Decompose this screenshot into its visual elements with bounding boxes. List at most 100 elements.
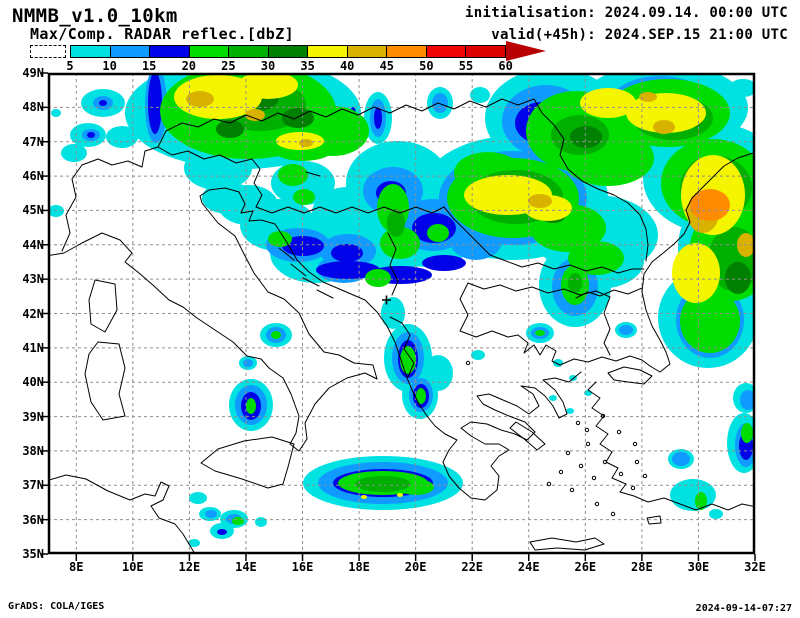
coastline xyxy=(443,206,645,274)
lon-label: 30E xyxy=(687,560,710,574)
product-title: Max/Comp. RADAR reflec.[dbZ] xyxy=(30,25,295,43)
init-time-label: initialisation: 2024.09.14. 00:00 UTC xyxy=(465,5,788,21)
colorbar-tick-label: 15 xyxy=(141,59,157,73)
colorbar-segment xyxy=(110,46,151,57)
island-mark xyxy=(575,420,581,426)
coastline xyxy=(418,371,582,501)
colorbar-tick-label: 25 xyxy=(221,59,236,73)
coastline xyxy=(157,98,535,148)
coastline xyxy=(61,164,83,252)
coastline xyxy=(278,247,334,299)
lon-label: 14E xyxy=(235,560,257,574)
lat-label: 37N xyxy=(22,478,44,493)
colorbar-tick-label: 20 xyxy=(181,59,197,73)
colorbar-tick-label: 10 xyxy=(102,59,117,73)
island-mark xyxy=(602,459,608,465)
colorbar-segment xyxy=(347,46,388,57)
island-mark xyxy=(465,360,471,366)
coastline xyxy=(459,282,519,338)
lon-label: 12E xyxy=(178,560,201,574)
island-mark xyxy=(634,459,640,465)
coastline xyxy=(529,537,605,551)
coastline xyxy=(587,381,755,511)
colorbar-tick-label: 40 xyxy=(339,59,355,73)
lat-label: 39N xyxy=(22,409,44,424)
coastline xyxy=(240,210,420,405)
coastline xyxy=(255,206,445,214)
coastline xyxy=(48,474,196,554)
island-mark xyxy=(594,501,600,507)
island-mark xyxy=(569,487,575,493)
valid-time-label: valid(+45h): 2024.SEP.15 21:00 UTC xyxy=(491,27,788,43)
coastline xyxy=(387,232,399,296)
lat-label: 38N xyxy=(22,443,44,458)
colorbar-segment xyxy=(387,46,427,57)
colorbar-segment xyxy=(229,46,269,57)
lon-label: 8E xyxy=(69,560,84,574)
colorbar-overflow-arrow xyxy=(506,41,546,61)
colorbar-underflow-box xyxy=(30,45,66,58)
colorbar-segment xyxy=(189,46,230,57)
colorbar-segment xyxy=(426,46,467,57)
lon-label: 28E xyxy=(631,560,653,574)
island-mark xyxy=(632,441,638,447)
island-mark xyxy=(591,475,597,481)
lat-label: 35N xyxy=(22,547,44,561)
lon-label: 22E xyxy=(461,560,484,574)
island-mark xyxy=(630,485,636,491)
colorbar-segment xyxy=(268,46,309,57)
lon-label: 24E xyxy=(517,560,540,574)
island-mark xyxy=(600,413,606,419)
island-mark xyxy=(610,511,616,517)
island-mark xyxy=(584,427,590,433)
colorbar-segment xyxy=(466,46,506,57)
coastline-layer xyxy=(48,98,755,554)
colorbar-segment xyxy=(150,46,190,57)
island-mark xyxy=(558,469,564,475)
grid-layer xyxy=(48,73,755,554)
coastline xyxy=(646,515,662,525)
colorbar-tick-label: 5 xyxy=(66,59,74,73)
island-mark xyxy=(618,471,624,477)
coastline xyxy=(517,334,561,366)
island-mark xyxy=(578,463,584,469)
lat-label: 46N xyxy=(22,169,44,184)
colorbar-tick-label: 30 xyxy=(260,59,276,73)
lat-label: 47N xyxy=(22,134,44,149)
lon-label: 16E xyxy=(291,560,314,574)
axis-ticks xyxy=(41,72,756,561)
island-mark xyxy=(616,429,622,435)
lon-label: 26E xyxy=(574,560,597,574)
colorbar-tick-label: 50 xyxy=(419,59,434,73)
colorbar-tick-label: 35 xyxy=(300,59,315,73)
map-frame xyxy=(47,72,756,555)
coastline xyxy=(559,355,651,367)
lat-label: 42N xyxy=(22,306,44,321)
coastline xyxy=(607,366,653,385)
plot-timestamp: 2024-09-14-07:27 xyxy=(695,603,792,614)
coastline xyxy=(575,287,643,356)
lon-label: 10E xyxy=(121,560,144,574)
lat-label: 49N xyxy=(22,66,44,80)
lon-label: 18E xyxy=(348,560,370,574)
coastline xyxy=(509,421,546,451)
lon-label: 20E xyxy=(404,560,427,574)
island-mark xyxy=(642,473,648,479)
coastline xyxy=(305,171,321,177)
colorbar-segment xyxy=(308,46,348,57)
coastline xyxy=(533,98,649,262)
coastline xyxy=(48,187,378,452)
colorbar-tick-label: 55 xyxy=(458,59,474,73)
lat-label: 41N xyxy=(22,340,44,355)
island-mark xyxy=(546,481,552,487)
coastline xyxy=(88,279,118,333)
coastline xyxy=(200,436,295,489)
lat-label: 44N xyxy=(22,237,44,252)
lat-label: 40N xyxy=(22,375,44,390)
island-mark xyxy=(565,450,571,456)
radar-shading-layer xyxy=(48,73,755,547)
coastline xyxy=(81,146,159,168)
model-title: NMMB_v1.0_10km xyxy=(12,5,178,27)
colorbar-tick-label: 45 xyxy=(379,59,395,73)
